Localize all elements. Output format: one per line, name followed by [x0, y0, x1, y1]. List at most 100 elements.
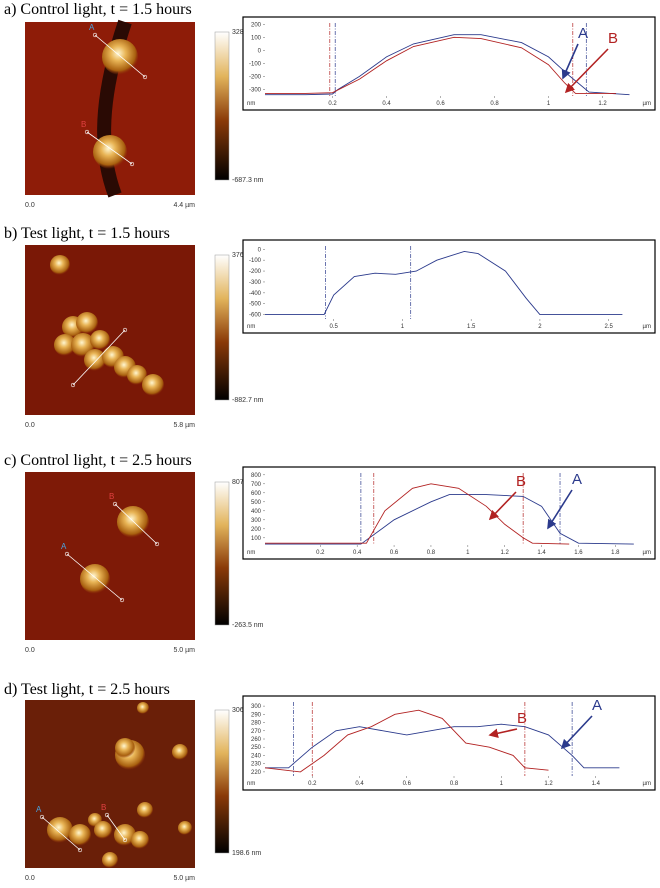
particle	[90, 330, 110, 350]
image-x-start: 0.0	[25, 202, 35, 209]
y-tick-label: 700	[251, 482, 262, 488]
x-tick-label: 0.6	[390, 550, 399, 556]
y-tick-label: 200	[251, 527, 262, 533]
y-tick-label: 500	[251, 500, 262, 506]
y-tick-label: 400	[251, 509, 262, 515]
y-tick-label: 200	[251, 22, 262, 28]
particle	[94, 821, 112, 839]
y-tick-label: -100	[249, 61, 262, 67]
particle	[84, 349, 106, 371]
y-axis-label: nm	[247, 101, 255, 107]
scan-end	[70, 382, 76, 388]
particle	[114, 824, 136, 846]
afm-image	[25, 245, 195, 415]
particle	[172, 744, 188, 760]
particle	[142, 374, 164, 396]
annotation-label: A	[572, 471, 582, 488]
particle	[115, 738, 135, 758]
y-tick-label: 300	[251, 518, 262, 524]
y-tick-label: 290	[251, 712, 262, 718]
particle	[102, 39, 138, 75]
image-x-end: 4.4 µm	[173, 202, 195, 209]
scan-end	[39, 814, 45, 820]
scan-end	[142, 74, 148, 80]
scale-min: -882.7 nm	[232, 397, 264, 404]
y-tick-label: 100	[251, 35, 262, 41]
y-tick-label: -100	[249, 258, 262, 264]
image-background	[25, 245, 195, 415]
annotation-label: B	[516, 473, 526, 490]
scan-end	[129, 161, 135, 167]
panel-title: d) Test light, t = 2.5 hours	[4, 681, 170, 698]
y-tick-label: 280	[251, 721, 262, 727]
panel-title: a) Control light, t = 1.5 hours	[4, 1, 192, 18]
y-tick-label: 250	[251, 745, 262, 751]
x-tick-label: 1.4	[537, 550, 546, 556]
particle	[178, 821, 192, 835]
chart-frame	[242, 239, 656, 334]
chart-frame	[242, 466, 656, 560]
color-bar	[214, 254, 230, 401]
annotation-label: B	[517, 710, 527, 727]
y-tick-label: 0	[258, 48, 262, 54]
y-tick-label: 260	[251, 737, 262, 743]
annotation-label: A	[592, 697, 602, 714]
scan-line	[72, 329, 126, 386]
y-tick-label: 600	[251, 491, 262, 497]
image-x-end: 5.0 µm	[173, 875, 195, 882]
afm-image: AB	[25, 472, 195, 640]
y-tick-label: 800	[251, 473, 262, 479]
y-axis-label: nm	[247, 324, 255, 330]
y-tick-label: 0	[258, 247, 262, 253]
x-tick-label: 1	[500, 781, 504, 787]
scan-label: B	[81, 120, 86, 129]
x-tick-label: 0.2	[308, 781, 317, 787]
chart-frame	[242, 695, 656, 791]
annotation-arrow	[488, 728, 518, 738]
y-tick-label: -400	[249, 291, 262, 297]
x-axis-label: µm	[643, 781, 651, 787]
x-axis-label: µm	[643, 550, 651, 556]
y-tick-label: 220	[251, 770, 262, 776]
color-bar	[214, 709, 230, 854]
scan-end	[64, 551, 70, 557]
particle	[93, 135, 127, 169]
y-tick-label: -200	[249, 269, 262, 275]
scan-end	[112, 501, 118, 507]
profile-line	[265, 483, 570, 545]
x-tick-label: 1.5	[467, 324, 476, 330]
scan-end	[104, 812, 110, 818]
y-tick-label: 270	[251, 729, 262, 735]
x-tick-label: 1	[401, 324, 405, 330]
y-tick-label: -300	[249, 280, 262, 286]
particle	[54, 334, 76, 356]
x-tick-label: 1.6	[574, 550, 583, 556]
image-x-end: 5.8 µm	[173, 422, 195, 429]
scan-end	[84, 129, 90, 135]
profile-line	[265, 723, 620, 769]
scan-end	[154, 541, 160, 547]
color-bar	[214, 31, 230, 181]
y-tick-label: 240	[251, 753, 262, 759]
x-tick-label: 0.6	[403, 781, 412, 787]
x-tick-label: 0.2	[316, 550, 325, 556]
y-tick-label: -500	[249, 302, 262, 308]
particle	[131, 831, 149, 849]
particle	[137, 702, 149, 714]
profile-line	[265, 250, 623, 316]
scale-min: 198.6 nm	[232, 850, 261, 857]
scan-label: A	[61, 542, 67, 551]
x-tick-label: 1.8	[611, 550, 620, 556]
profile-line	[264, 709, 549, 773]
x-tick-label: 0.4	[355, 781, 364, 787]
scan-end	[119, 597, 125, 603]
annotation-arrow	[560, 715, 593, 750]
x-tick-label: 0.8	[450, 781, 459, 787]
scan-line	[86, 131, 133, 165]
x-tick-label: 0.2	[328, 101, 337, 107]
particle	[137, 802, 153, 818]
profile-line	[265, 36, 616, 94]
particle	[127, 365, 147, 385]
